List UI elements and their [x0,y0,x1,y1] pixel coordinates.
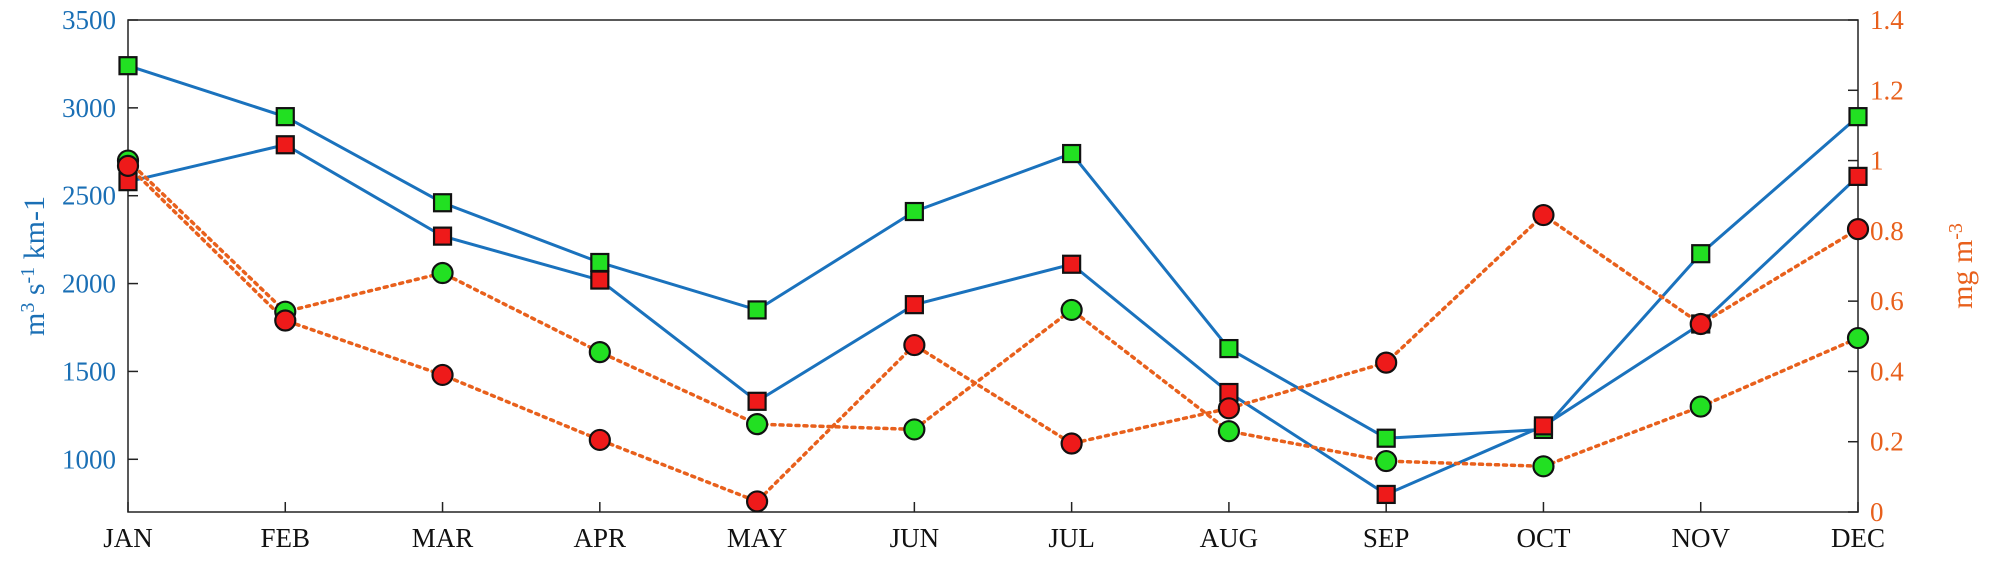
marker-circle-green-mar [431,261,454,285]
y-right-tick-label: 0.4 [1870,356,1904,386]
marker-square-red-may [747,391,767,411]
marker-circle-green-apr [588,341,611,364]
marker-circle-green-jul [1060,298,1083,322]
marker-circle-red-jun [903,333,926,357]
x-tick-label-feb: FEB [261,523,311,553]
tick-layer: 1000 1500 2000 2500 3000 3500 0 0.2 0.4 0.6 0.8 1 1.… [62,5,1904,553]
y-left-tick-label: 1500 [62,356,116,386]
marker-circle-green-jun [903,418,926,441]
series-line-3 [126,164,1860,504]
y-right-tick-label: 0.6 [1870,286,1904,316]
x-tick-label-apr: APR [574,523,627,553]
marker-circle-green-dec [1846,326,1870,350]
x-tick-label-may: MAY [727,523,788,553]
x-tick-label-oct: OCT [1516,523,1571,553]
y-right-tick-label: 1.4 [1870,5,1904,35]
marker-circle-red-apr [588,428,611,452]
marker-square-green-nov [1691,244,1711,264]
x-tick-label-mar: MAR [412,523,474,553]
marker-square-green-mar [432,193,453,213]
y-left-tick-label: 3000 [62,93,116,123]
marker-circle-green-sep [1375,449,1398,473]
series-lines [126,64,1860,504]
marker-square-green-jun [904,201,924,222]
x-tick-label-aug: AUG [1200,523,1259,553]
marker-square-green-aug [1219,338,1239,359]
y-left-tick-label: 3500 [62,5,116,35]
marker-circle-red-feb [274,309,297,332]
series-line-2 [126,158,1860,469]
marker-square-red-sep [1376,484,1396,505]
marker-circle-red-nov [1689,312,1712,336]
y-right-tick-label: 0.2 [1870,427,1904,457]
marker-circle-red-dec [1846,218,1870,241]
x-tick-label-jul: JUL [1048,523,1095,553]
marker-square-green-jan [118,56,138,76]
x-tick-label-jun: JUN [890,523,940,553]
marker-square-green-feb [275,107,295,127]
plot-frame [127,19,1859,513]
series-line-1 [126,143,1860,497]
marker-circle-green-may [745,413,769,436]
marker-circle-red-may [745,490,769,513]
marker-square-red-oct [1533,416,1554,436]
marker-circle-green-oct [1532,455,1555,478]
y-right-tick-label: 1 [1870,146,1884,176]
series-markers [116,56,1870,513]
series-line-0 [126,64,1860,440]
marker-square-green-sep [1376,428,1396,448]
marker-circle-green-nov [1689,395,1712,418]
y-left-tick-label: 2000 [62,269,116,299]
y-right-tick-label: 1.2 [1870,75,1904,105]
marker-circle-red-oct [1532,203,1555,227]
x-tick-label-nov: NOV [1671,523,1730,553]
marker-square-green-apr [590,252,610,273]
marker-square-red-jun [904,295,924,315]
marker-square-green-dec [1848,107,1868,127]
y-axis-left-label: m3 s-1 km-1 [17,196,51,336]
marker-circle-red-jul [1060,432,1083,455]
marker-square-red-apr [590,270,610,290]
y-left-tick-label: 1000 [62,444,116,474]
marker-square-red-feb [275,135,295,155]
y-right-tick-label: 0 [1870,497,1884,527]
x-tick-label-sep: SEP [1363,523,1410,553]
x-tick-label-dec: DEC [1831,523,1885,553]
y-axis-right-label: mg m-3 [1945,223,1979,309]
marker-square-red-jul [1062,254,1082,274]
marker-square-green-may [747,300,767,320]
marker-square-red-dec [1848,166,1868,186]
y-left-tick-label: 2500 [62,181,116,211]
y-right-tick-label: 0.8 [1870,216,1904,246]
x-tick-label-jan: JAN [103,523,153,553]
marker-circle-red-jan [116,154,140,177]
marker-circle-green-aug [1217,420,1241,443]
marker-square-green-jul [1062,143,1082,164]
marker-circle-red-sep [1375,351,1398,374]
marker-square-red-mar [432,226,453,246]
marker-circle-red-mar [431,363,454,387]
marker-circle-red-aug [1217,397,1241,420]
